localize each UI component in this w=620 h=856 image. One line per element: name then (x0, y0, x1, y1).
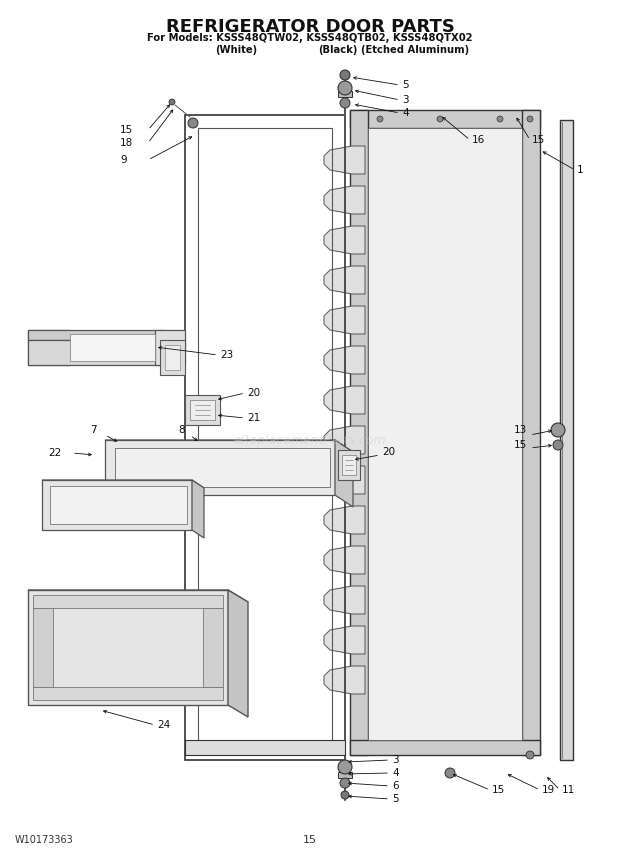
Polygon shape (368, 128, 522, 740)
Text: 15: 15 (120, 125, 133, 135)
Text: 19: 19 (542, 785, 556, 795)
Polygon shape (105, 440, 335, 495)
Polygon shape (28, 340, 165, 365)
Text: 5: 5 (402, 80, 409, 90)
Text: 21: 21 (247, 413, 260, 423)
Polygon shape (324, 426, 365, 454)
Polygon shape (228, 590, 248, 717)
Text: 13: 13 (514, 425, 527, 435)
Polygon shape (33, 595, 223, 608)
Text: 11: 11 (562, 785, 575, 795)
Polygon shape (324, 386, 365, 414)
Text: (Etched Aluminum): (Etched Aluminum) (361, 45, 469, 55)
Text: 6: 6 (392, 781, 399, 791)
Polygon shape (185, 740, 345, 755)
Circle shape (341, 791, 349, 799)
Circle shape (188, 118, 198, 128)
Text: 22: 22 (48, 448, 61, 458)
Text: 18: 18 (120, 138, 133, 148)
Circle shape (340, 778, 350, 788)
Text: 1: 1 (577, 165, 583, 175)
Text: 5: 5 (392, 794, 399, 804)
Polygon shape (338, 772, 352, 778)
Text: 9: 9 (120, 155, 126, 165)
Polygon shape (50, 486, 187, 524)
Polygon shape (160, 340, 185, 375)
Text: 7: 7 (90, 425, 97, 435)
Polygon shape (165, 345, 180, 370)
Circle shape (338, 81, 352, 95)
Circle shape (169, 99, 175, 105)
Polygon shape (42, 480, 192, 530)
Polygon shape (42, 480, 204, 488)
Text: W10173363: W10173363 (15, 835, 74, 845)
Polygon shape (324, 506, 365, 534)
Text: 4: 4 (402, 108, 409, 118)
Polygon shape (338, 91, 352, 97)
Polygon shape (342, 455, 356, 475)
Text: REFRIGERATOR DOOR PARTS: REFRIGERATOR DOOR PARTS (166, 18, 454, 36)
Polygon shape (324, 666, 365, 694)
Polygon shape (33, 687, 223, 700)
Circle shape (437, 116, 443, 122)
Polygon shape (324, 186, 365, 214)
Text: 3: 3 (392, 755, 399, 765)
Polygon shape (105, 440, 353, 452)
Polygon shape (115, 448, 330, 487)
Circle shape (551, 423, 565, 437)
Text: 16: 16 (472, 135, 485, 145)
Polygon shape (560, 120, 573, 760)
Text: (White): (White) (215, 45, 257, 55)
Polygon shape (324, 146, 365, 174)
Text: 15: 15 (303, 835, 317, 845)
Circle shape (445, 768, 455, 778)
Polygon shape (28, 330, 70, 365)
Text: 4: 4 (392, 768, 399, 778)
Text: For Models: KSSS48QTW02, KSSS48QTB02, KSSS48QTX02: For Models: KSSS48QTW02, KSSS48QTB02, KS… (148, 33, 472, 43)
Circle shape (526, 751, 534, 759)
Text: (Black): (Black) (318, 45, 358, 55)
Polygon shape (28, 330, 165, 340)
Polygon shape (190, 400, 215, 420)
Polygon shape (28, 590, 228, 705)
Polygon shape (28, 590, 248, 602)
Circle shape (340, 70, 350, 80)
Polygon shape (324, 346, 365, 374)
Text: 15: 15 (532, 135, 545, 145)
Polygon shape (350, 110, 368, 755)
Text: 8: 8 (178, 425, 185, 435)
Circle shape (527, 116, 533, 122)
Polygon shape (203, 608, 223, 687)
Polygon shape (324, 306, 365, 334)
Text: 23: 23 (220, 350, 233, 360)
Polygon shape (522, 110, 540, 755)
Polygon shape (185, 395, 220, 425)
Polygon shape (324, 586, 365, 614)
Circle shape (377, 116, 383, 122)
Polygon shape (338, 450, 360, 480)
Text: 15: 15 (514, 440, 527, 450)
Polygon shape (324, 626, 365, 654)
Polygon shape (324, 466, 365, 494)
Circle shape (338, 760, 352, 774)
Text: eReplacementParts.com: eReplacementParts.com (234, 433, 386, 447)
Polygon shape (350, 110, 540, 128)
Polygon shape (324, 226, 365, 254)
Circle shape (497, 116, 503, 122)
Polygon shape (70, 334, 155, 361)
Polygon shape (324, 266, 365, 294)
Text: 3: 3 (402, 95, 409, 105)
Text: 20: 20 (247, 388, 260, 398)
Polygon shape (324, 546, 365, 574)
Circle shape (340, 98, 350, 108)
Circle shape (553, 440, 563, 450)
Text: 24: 24 (157, 720, 171, 730)
Polygon shape (155, 330, 185, 365)
Polygon shape (33, 608, 53, 687)
Text: 15: 15 (492, 785, 505, 795)
Polygon shape (335, 440, 353, 507)
Text: 20: 20 (382, 447, 395, 457)
Polygon shape (350, 740, 540, 755)
Polygon shape (192, 480, 204, 538)
